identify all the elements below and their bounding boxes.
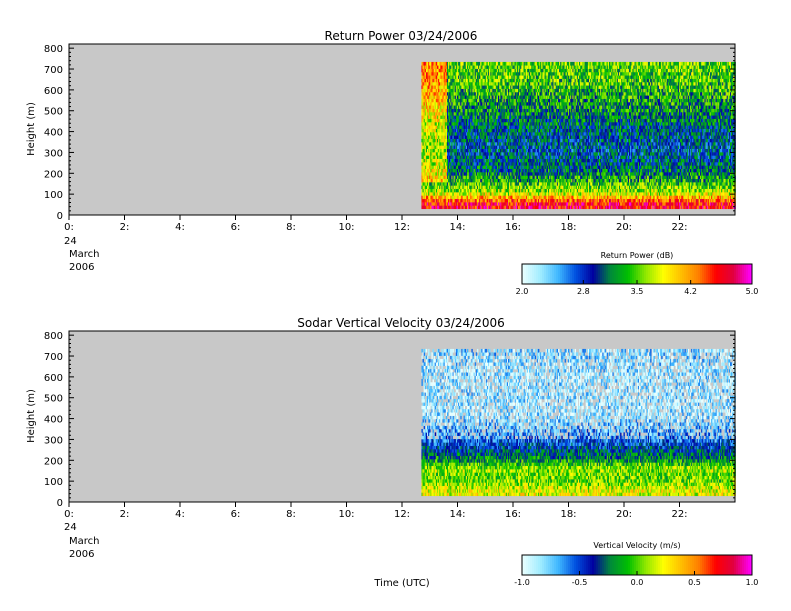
return-power-panel: Return Power 03/24/2006 0100200300400500… [26,29,758,296]
heatmap-cells [421,62,735,209]
chart-title: Return Power 03/24/2006 [325,29,478,43]
